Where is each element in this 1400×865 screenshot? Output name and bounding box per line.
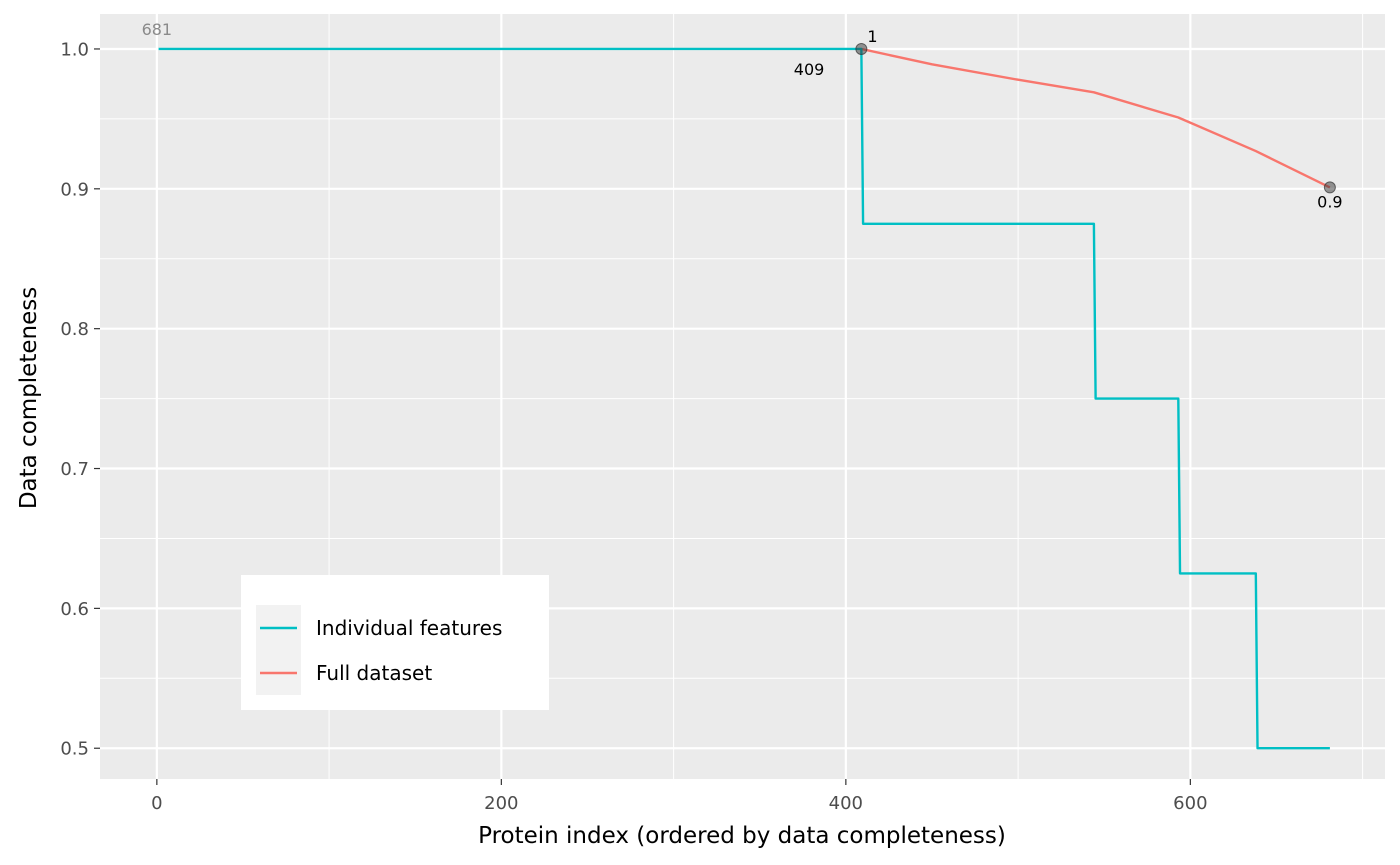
series-lines xyxy=(158,47,1331,750)
series-line-individual-features xyxy=(158,47,1330,750)
annotation-label: 681 xyxy=(142,20,173,39)
y-tick-label: 0.6 xyxy=(60,599,89,620)
y-tick-label: 1.0 xyxy=(60,39,89,60)
legend-label-full-dataset: Full dataset xyxy=(316,661,432,685)
y-tick-label: 0.7 xyxy=(60,459,89,480)
highlight-point xyxy=(855,42,868,55)
annotation-label: 0.9 xyxy=(1317,192,1342,211)
x-tick-label: 200 xyxy=(484,793,518,814)
legend: Individual features Full dataset xyxy=(241,575,549,710)
x-axis-title: Protein index (ordered by data completen… xyxy=(478,823,1006,849)
x-tick-label: 0 xyxy=(151,793,162,814)
x-axis-ticks: 0 200 400 600 xyxy=(151,779,1208,814)
legend-label-individual-features: Individual features xyxy=(316,616,502,640)
highlight-point xyxy=(1323,181,1336,194)
y-axis-ticks: 0.5 0.6 0.7 0.8 0.9 1.0 xyxy=(60,39,100,760)
highlight-points xyxy=(855,42,1336,194)
x-tick-label: 600 xyxy=(1173,793,1207,814)
y-tick-label: 0.8 xyxy=(60,319,89,340)
x-tick-label: 400 xyxy=(829,793,863,814)
y-axis-title: Data completeness xyxy=(16,287,42,509)
annotations: 681 1 409 0.9 xyxy=(142,20,1343,211)
annotation-label: 1 xyxy=(867,27,877,46)
series-line-full-dataset xyxy=(861,47,1331,189)
y-tick-label: 0.5 xyxy=(60,739,89,760)
annotation-label: 409 xyxy=(794,60,825,79)
y-tick-label: 0.9 xyxy=(60,179,89,200)
